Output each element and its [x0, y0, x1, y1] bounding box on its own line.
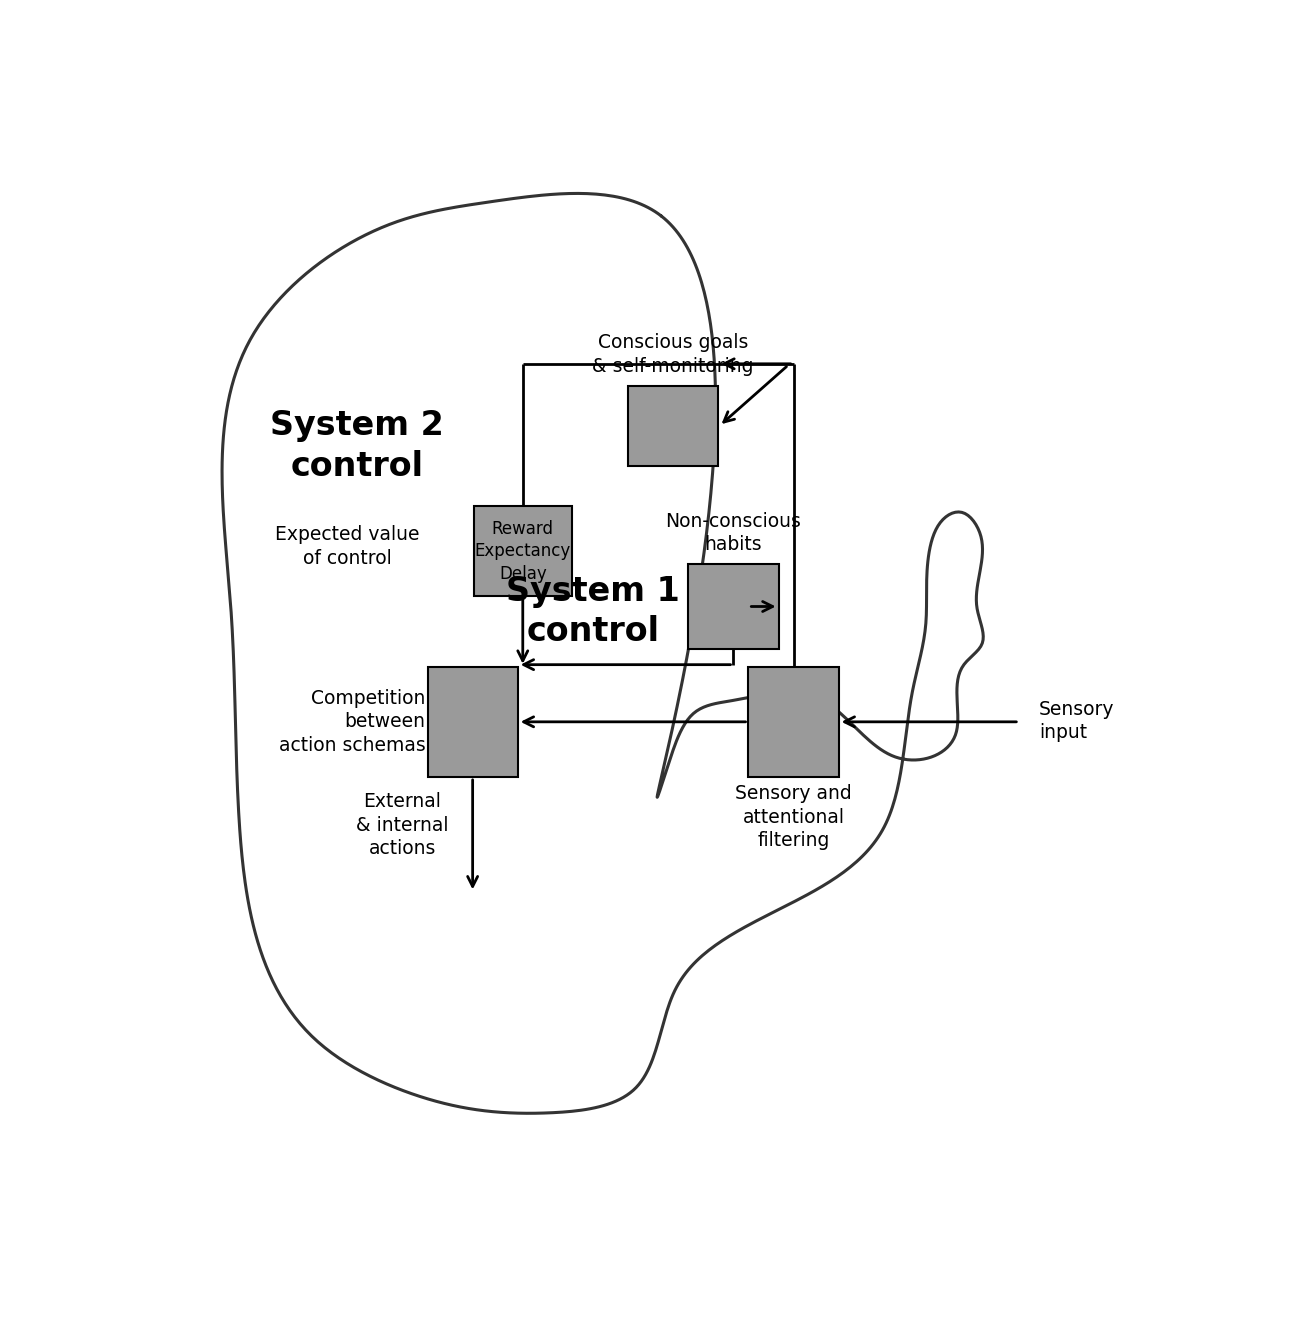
Text: Reward
Expectancy
Delay: Reward Expectancy Delay	[475, 520, 571, 583]
Bar	[748, 667, 839, 777]
Text: System 2
control: System 2 control	[270, 409, 444, 482]
Text: External
& internal
actions: External & internal actions	[356, 792, 449, 858]
Text: Competition
between
action schemas: Competition between action schemas	[278, 689, 426, 754]
Text: Conscious goals
& self-monitoring: Conscious goals & self-monitoring	[593, 334, 754, 375]
Bar	[427, 667, 518, 777]
Text: Expected value
of control: Expected value of control	[276, 525, 419, 568]
Bar	[628, 386, 718, 466]
Text: Sensory and
attentional
filtering: Sensory and attentional filtering	[735, 784, 851, 850]
Text: System 1
control: System 1 control	[506, 575, 679, 649]
Text: Non-conscious
habits: Non-conscious habits	[665, 512, 801, 555]
Text: Sensory
input: Sensory input	[1039, 699, 1114, 742]
Bar	[474, 507, 572, 596]
Bar	[688, 564, 779, 649]
